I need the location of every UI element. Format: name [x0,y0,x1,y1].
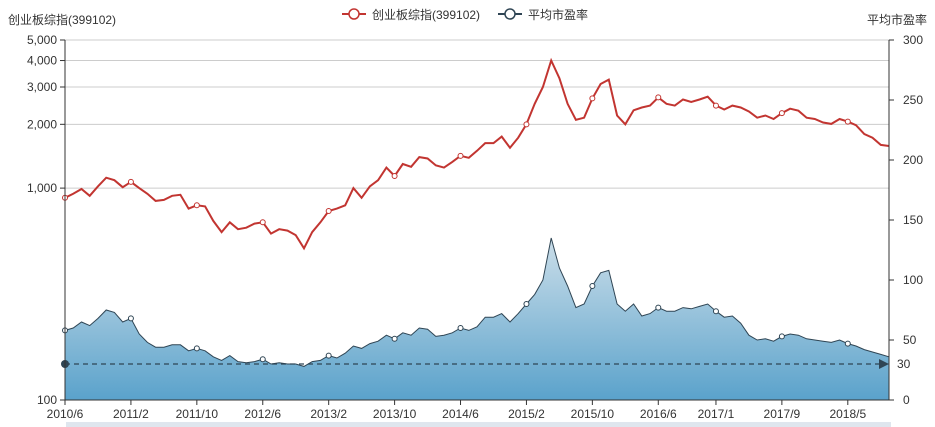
pe-data-point[interactable] [325,352,332,359]
pe-markers [62,283,851,363]
left-axis-ticks: 100 1,000 2,000 3,000 4,000 5,000 [27,33,65,407]
right-tick-label: 250 [903,93,923,107]
x-tick-label: 2013/2 [310,407,347,421]
left-tick-label: 100 [37,393,57,407]
pe-line [64,237,890,367]
legend-marker-index [348,8,360,20]
right-axis-ticks: 0 50 100 150 200 250 300 [889,33,923,407]
index-data-point[interactable] [457,152,464,159]
right-axis-title: 平均市盈率 [867,12,927,27]
mark-line: 30 [61,357,911,371]
left-tick-label: 3,000 [27,80,57,94]
pe-data-point[interactable] [844,340,851,347]
pe-data-point[interactable] [655,304,662,311]
right-tick-label: 0 [903,393,910,407]
x-tick-label: 2018/5 [829,407,866,421]
x-tick-label: 2017/1 [698,407,735,421]
legend-marker-pe [504,8,516,20]
right-tick-label: 200 [903,153,923,167]
index-data-point[interactable] [655,94,662,101]
index-data-point[interactable] [127,178,134,185]
pe-data-point[interactable] [589,283,596,289]
pe-data-point[interactable] [193,345,200,352]
legend-label-index: 创业板综指(399102) [372,7,480,22]
right-tick-label: 50 [903,333,917,347]
legend-item-index[interactable]: 创业板综指(399102) [342,7,480,22]
mark-line-label: 30 [897,357,911,371]
x-tick-label: 2014/6 [442,407,479,421]
left-tick-label: 1,000 [27,181,57,195]
index-data-point[interactable] [325,207,332,214]
x-tick-label: 2016/6 [640,407,677,421]
pe-data-point[interactable] [259,356,266,363]
x-tick-label: 2011/2 [113,407,149,421]
x-tick-label: 2011/10 [176,407,219,421]
mark-line-arrow [879,359,889,369]
right-tick-label: 300 [903,33,923,47]
pe-data-point[interactable] [391,335,398,342]
x-tick-label: 2013/10 [373,407,417,421]
left-axis-title: 创业板综指(399102) [8,12,116,27]
index-data-point[interactable] [589,95,596,102]
legend-item-pe[interactable]: 平均市盈率 [498,7,588,22]
legend-label-pe: 平均市盈率 [528,7,588,22]
index-data-point[interactable] [778,110,785,117]
index-data-point[interactable] [391,173,398,180]
datazoom-slider[interactable] [66,422,891,427]
left-tick-label: 4,000 [27,54,57,68]
right-tick-label: 100 [903,273,923,287]
index-data-point[interactable] [193,202,200,209]
index-data-point[interactable] [712,102,719,109]
x-tick-label: 2010/6 [47,407,84,421]
index-data-point[interactable] [523,121,530,128]
pe-data-point[interactable] [523,301,530,307]
left-tick-label: 2,000 [27,117,57,131]
pe-data-point[interactable] [712,308,719,315]
x-axis-ticks: 2010/6 2011/2 2011/10 2012/6 2013/2 2013/10 20… [47,400,866,421]
index-line [64,57,890,251]
x-tick-label: 2012/6 [244,407,281,421]
gridlines [65,39,889,189]
index-data-point[interactable] [844,118,851,125]
x-tick-label: 2017/9 [764,407,801,421]
x-tick-label: 2015/2 [508,407,545,421]
index-data-point[interactable] [259,219,266,226]
pe-data-point[interactable] [457,325,464,331]
x-tick-label: 2015/10 [571,407,615,421]
right-tick-label: 150 [903,213,923,227]
pe-data-point[interactable] [778,333,785,340]
legend[interactable]: 创业板综指(399102) 平均市盈率 [342,7,588,22]
pe-area [65,238,889,400]
pe-data-point[interactable] [127,315,134,322]
left-tick-label: 5,000 [27,33,57,47]
